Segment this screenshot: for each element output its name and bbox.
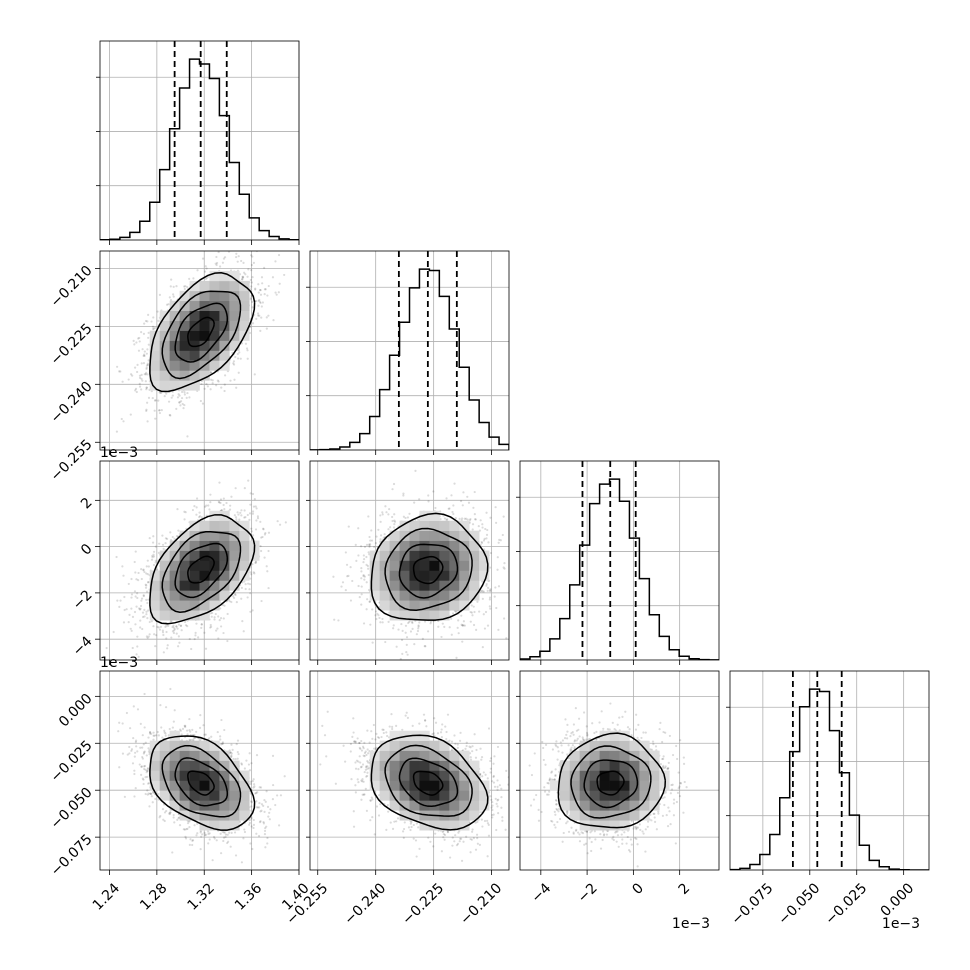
- ytick-label-4-4: 0.000: [56, 691, 96, 731]
- contour-3-2-4: [370, 512, 489, 621]
- contour-4-2-4: [370, 734, 489, 831]
- contour-4-1-4: [149, 735, 256, 831]
- ytick-label-4-2: −0.050: [48, 785, 96, 833]
- ytick-label-4-1: −0.075: [48, 831, 96, 879]
- contour-4-3-2: [583, 759, 639, 809]
- ytick-label-2-2: −0.240: [48, 379, 96, 427]
- contour-3-1-2: [174, 542, 229, 599]
- contour-4-3-4: [557, 732, 667, 829]
- scatter-panel-2-1: −0.255 −0.240 −0.225 −0.210: [48, 250, 300, 485]
- density-shading-4-1: [149, 730, 250, 831]
- ytick-label-3-2: −2: [70, 587, 96, 613]
- panel-frame-4-4: [729, 670, 930, 871]
- xtick-label-2-3: −0.225: [399, 880, 447, 928]
- y-offset-label-3: 1e−3: [100, 445, 138, 461]
- density-shading-4-3: [549, 730, 670, 831]
- scatter-panel-4-2: −0.255 −0.240 −0.225 −0.210: [283, 670, 510, 928]
- xtick-label-4-1: −0.075: [729, 880, 777, 928]
- contour-3-2-2: [398, 543, 459, 599]
- xtick-label-4-3: −0.025: [822, 880, 870, 928]
- xtick-label-1-2: 1.28: [137, 880, 170, 913]
- histogram-step-1: [100, 58, 299, 240]
- hist-panel-1: [96, 40, 300, 245]
- xtick-label-4-4: 0.000: [878, 880, 918, 920]
- contour-4-3-1: [596, 770, 625, 796]
- ytick-label-2-4: −0.210: [48, 263, 96, 311]
- contour-4-1-2: [174, 757, 229, 807]
- density-shading-2-1: [149, 270, 250, 391]
- contour-3-1-1: [187, 555, 215, 584]
- ytick-label-3-4: 2: [78, 495, 96, 513]
- xtick-label-1-1: 1.24: [90, 880, 123, 913]
- scatter-panel-3-2: [306, 460, 510, 665]
- y-offset-label-4: 1e−3: [100, 655, 138, 671]
- x-offset-label-3: 1e−3: [672, 916, 710, 932]
- xtick-label-4-2: −0.050: [775, 880, 823, 928]
- contour-3-1-4: [149, 514, 256, 625]
- contour-3-2-3: [384, 527, 473, 611]
- panel-frame-1-1: [99, 40, 300, 241]
- panel-frame-3-3: [519, 460, 720, 661]
- contour-2-1-4: [149, 272, 256, 393]
- contour-4-2-1: [412, 770, 444, 796]
- ytick-label-2-1: −0.255: [48, 437, 96, 485]
- ytick-label-3-3: 0: [78, 541, 96, 559]
- contour-3-1-3: [161, 530, 242, 613]
- ytick-label-2-3: −0.225: [48, 321, 96, 369]
- panel-frame-4-3: [519, 670, 720, 871]
- panel-frame-4-1: [99, 670, 300, 871]
- ytick-label-3-1: −4: [70, 633, 96, 659]
- hist-panel-2: [306, 250, 510, 455]
- hist-panel-3: [516, 460, 720, 665]
- panel-frame-3-2: [309, 460, 510, 661]
- contour-2-1-3: [161, 290, 242, 380]
- contour-3-2-1: [412, 555, 444, 585]
- xtick-label-3-1: −4: [529, 880, 555, 906]
- panel-frame-3-1: [99, 460, 300, 661]
- panel-frame-2-2: [309, 250, 510, 451]
- xtick-label-1-4: 1.36: [232, 880, 265, 913]
- xtick-label-2-4: −0.210: [457, 880, 505, 928]
- scatter-panel-4-3: −4 −2 0 2: [516, 670, 720, 906]
- x-offset-label-4: 1e−3: [882, 916, 920, 932]
- xtick-label-1-3: 1.32: [184, 880, 217, 913]
- contour-4-3-3: [570, 745, 652, 819]
- histogram-step-3: [520, 478, 719, 660]
- scatter-panel-4-1: −0.075−0.050−0.025 0.000 1e−3 1.24 1.28 1.32 1…: [48, 655, 313, 914]
- contour-4-2-2: [398, 757, 459, 808]
- contour-4-1-1: [187, 770, 215, 796]
- contour-4-2-3: [384, 744, 473, 817]
- panel-frame-4-2: [309, 670, 510, 871]
- hist-panel-4: −0.075−0.050−0.025 0.000: [726, 670, 930, 928]
- contour-4-1-3: [161, 744, 242, 818]
- contour-2-1-1: [187, 316, 215, 348]
- xtick-label-2-2: −0.240: [341, 880, 389, 928]
- xtick-label-3-4: 2: [676, 880, 694, 898]
- panel-frame-2-1: [99, 250, 300, 451]
- xtick-label-3-2: −2: [575, 880, 601, 906]
- xtick-label-3-3: 0: [629, 880, 647, 898]
- density-shading-3-2: [369, 510, 490, 621]
- histogram-step-4: [730, 688, 929, 870]
- histogram-step-2: [310, 268, 509, 450]
- ytick-label-4-3: −0.025: [48, 738, 96, 786]
- scatter-panel-3-1: −4 −2 0 2 1e−3: [70, 445, 300, 665]
- contour-2-1-2: [174, 302, 229, 363]
